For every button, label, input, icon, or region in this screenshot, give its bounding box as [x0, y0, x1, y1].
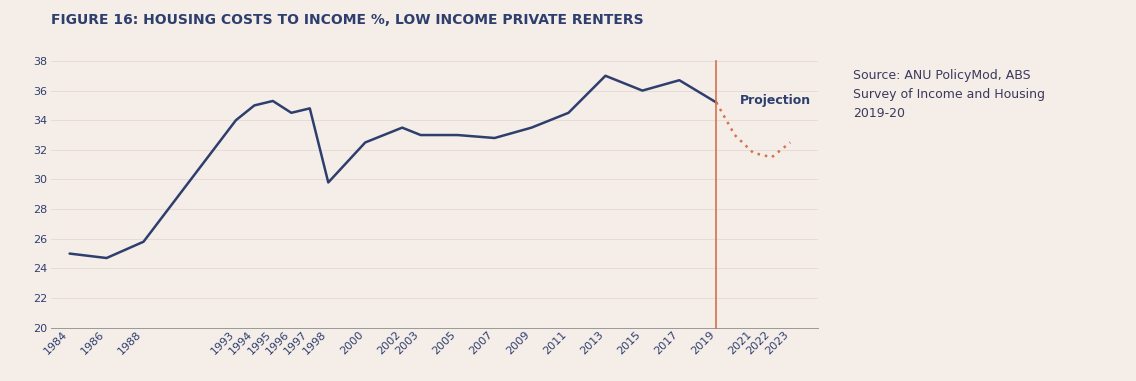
Text: Projection: Projection	[741, 94, 811, 107]
Text: FIGURE 16: HOUSING COSTS TO INCOME %, LOW INCOME PRIVATE RENTERS: FIGURE 16: HOUSING COSTS TO INCOME %, LO…	[51, 13, 644, 27]
Text: Source: ANU PolicyMod, ABS
Survey of Income and Housing
2019-20: Source: ANU PolicyMod, ABS Survey of Inc…	[853, 69, 1045, 120]
